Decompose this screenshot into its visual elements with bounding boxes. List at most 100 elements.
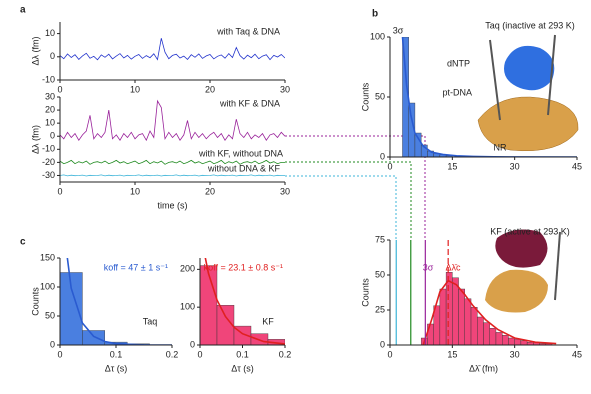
y-tick-label: 0 <box>190 339 195 349</box>
illustration <box>477 34 579 313</box>
bar <box>452 277 459 345</box>
connector-lines <box>285 135 426 240</box>
bar <box>520 340 528 345</box>
y-tick-label: 30 <box>45 91 55 101</box>
annotation: with Taq & DNA <box>216 26 280 36</box>
x-tick-label: 0.1 <box>236 349 249 359</box>
plot <box>200 258 285 345</box>
x-tick-label: 0.2 <box>279 349 292 359</box>
y-tick-label: 200 <box>180 264 195 274</box>
trace <box>60 174 285 177</box>
annotation: with KF, without DNA <box>198 148 283 158</box>
annotation: Δλ̄c <box>445 262 461 272</box>
y-tick-label: 100 <box>370 31 385 41</box>
x-tick-label: 20 <box>205 84 215 94</box>
annotation: KF <box>262 316 274 326</box>
x-tick-label: 30 <box>510 349 520 359</box>
y-tick-label: -10 <box>42 74 55 84</box>
x-tick-label: 0 <box>387 161 392 171</box>
bar <box>82 330 106 345</box>
bar <box>508 337 515 345</box>
annotation: without DNA & KF <box>207 163 281 173</box>
x-tick-label: 20 <box>205 186 215 196</box>
x-tick-label: 0.2 <box>166 349 179 359</box>
y-tick-label: 20 <box>45 104 55 114</box>
bar <box>489 328 497 345</box>
bar <box>470 307 478 345</box>
fit-curve <box>204 258 285 345</box>
x-axis-label: time (s) <box>158 200 188 210</box>
y-tick-label: 10 <box>45 28 55 38</box>
y-tick-label: 0 <box>50 339 55 349</box>
bar <box>477 316 484 345</box>
plot <box>395 240 557 345</box>
x-tick-label: 30 <box>280 186 290 196</box>
y-axis-label: Counts <box>30 287 40 316</box>
y-tick-label: -10 <box>42 144 55 154</box>
annotation: koff = 47 ± 1 s⁻¹ <box>104 262 168 272</box>
plot <box>60 38 285 61</box>
trace <box>60 38 285 61</box>
annotation: koff = 23.1 ± 0.8 s⁻¹ <box>204 262 283 272</box>
x-tick-label: 0 <box>57 84 62 94</box>
bar <box>464 298 472 345</box>
annotation: 3σ <box>393 25 404 35</box>
x-tick-label: 30 <box>280 84 290 94</box>
annotation: Taq <box>143 316 158 326</box>
panel-label: a <box>20 5 26 16</box>
y-axis-label: Counts <box>360 278 370 307</box>
bar <box>216 305 235 345</box>
annotation: with KF & DNA <box>219 98 280 108</box>
y-tick-label: 0 <box>380 151 385 161</box>
y-tick-label: 0 <box>50 51 55 61</box>
y-tick-label: 0 <box>50 131 55 141</box>
y-tick-label: 50 <box>375 269 385 279</box>
x-axis-label: Δτ (s) <box>105 363 128 373</box>
x-tick-label: 0.1 <box>110 349 123 359</box>
bar <box>439 288 447 345</box>
panel-label: c <box>20 237 26 248</box>
bar <box>514 339 522 345</box>
y-axis-label: Δλ (fm) <box>30 36 40 65</box>
x-tick-label: 0 <box>197 349 202 359</box>
y-tick-label: 75 <box>375 234 385 244</box>
x-axis-label: Δλ̄ (fm) <box>469 363 498 373</box>
annotation: 3σ <box>423 262 434 272</box>
x-tick-label: 0 <box>387 349 392 359</box>
annotation: dNTP <box>447 58 470 68</box>
x-tick-label: 15 <box>447 349 457 359</box>
y-tick-label: 150 <box>40 252 55 262</box>
plot <box>60 99 285 177</box>
y-tick-label: -30 <box>42 170 55 180</box>
y-tick-label: 10 <box>45 118 55 128</box>
annotation: KF (active at 293 K) <box>490 226 570 236</box>
annotation: NR <box>494 142 507 152</box>
x-tick-label: 10 <box>130 186 140 196</box>
x-tick-label: 30 <box>510 161 520 171</box>
x-axis-label: Δτ (s) <box>231 363 254 373</box>
trace <box>60 159 285 165</box>
x-tick-label: 0 <box>57 349 62 359</box>
trace <box>60 99 285 142</box>
x-tick-label: 45 <box>572 161 582 171</box>
y-axis-label: Δλ (fm) <box>30 125 40 154</box>
bar <box>458 288 466 345</box>
y-tick-label: 100 <box>180 302 195 312</box>
y-tick-label: 100 <box>40 281 55 291</box>
x-tick-label: 15 <box>447 161 457 171</box>
x-tick-label: 0 <box>57 186 62 196</box>
bar <box>502 335 509 345</box>
bar <box>495 332 503 345</box>
annotation: pt-DNA <box>442 87 472 97</box>
y-tick-label: 50 <box>45 310 55 320</box>
fit-curve <box>422 279 557 345</box>
y-tick-label: 25 <box>375 304 385 314</box>
x-tick-label: 10 <box>130 84 140 94</box>
panel-label: b <box>372 9 378 20</box>
bar <box>60 272 83 345</box>
y-tick-label: 50 <box>375 91 385 101</box>
y-tick-label: 0 <box>380 339 385 349</box>
y-tick-label: -20 <box>42 157 55 167</box>
y-axis-label: Counts <box>360 82 370 111</box>
